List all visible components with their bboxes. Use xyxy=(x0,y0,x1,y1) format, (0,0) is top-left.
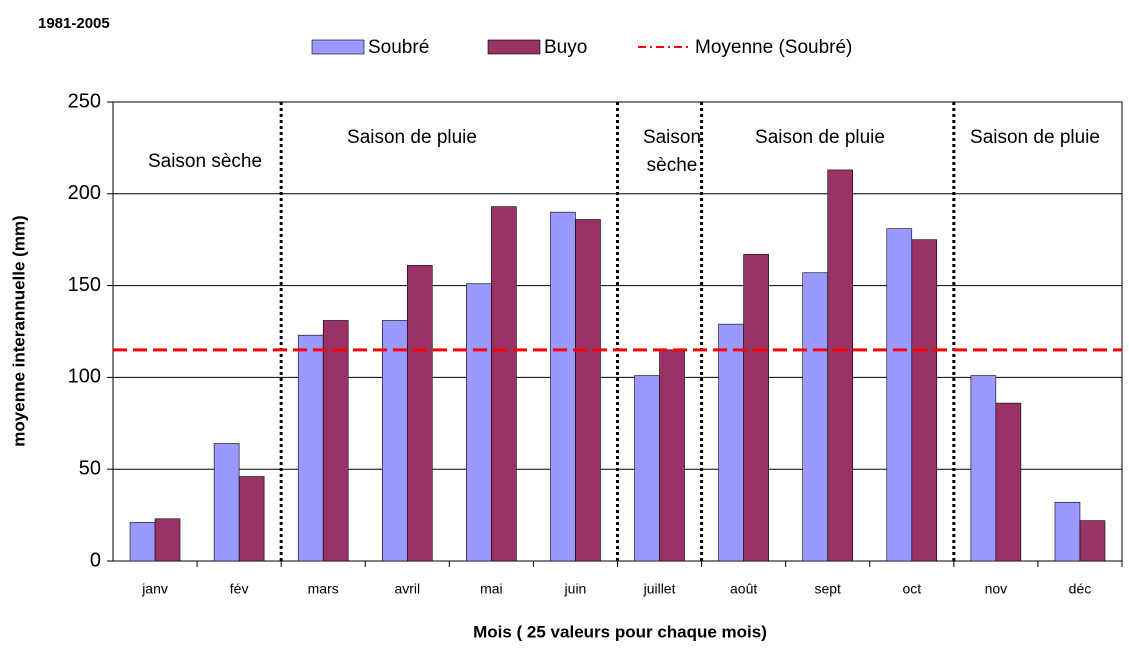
y-tick-label: 0 xyxy=(90,549,101,571)
bar xyxy=(297,334,324,562)
legend-label: Soubré xyxy=(368,37,429,58)
bar xyxy=(886,228,913,562)
x-tick-label: nov xyxy=(985,581,1008,597)
x-tick-label: janv xyxy=(141,581,168,597)
legend-label: Buyo xyxy=(544,37,587,58)
x-tick-label: juillet xyxy=(643,581,676,597)
bar xyxy=(322,320,349,562)
bar xyxy=(491,206,517,562)
bar xyxy=(466,283,492,562)
bar xyxy=(1079,520,1106,562)
bar xyxy=(634,375,660,562)
annotation: Saison sèche xyxy=(148,151,262,172)
bar xyxy=(995,402,1022,562)
x-tick-label: août xyxy=(730,581,757,597)
bar xyxy=(575,219,601,562)
bar xyxy=(659,349,685,562)
annotation: Saison de pluie xyxy=(755,127,885,148)
y-tick-label: 200 xyxy=(68,182,101,204)
y-tick-label: 250 xyxy=(68,90,101,112)
bar xyxy=(154,518,181,562)
legend-label: Moyenne (Soubré) xyxy=(695,37,852,58)
annotation: Saison de pluie xyxy=(347,127,477,148)
annotation: Saison xyxy=(643,127,701,148)
bar xyxy=(802,272,829,562)
bar xyxy=(550,211,576,562)
legend-swatch xyxy=(311,39,365,55)
x-tick-label: mars xyxy=(308,581,339,597)
bar xyxy=(718,323,744,562)
bar xyxy=(743,254,769,562)
x-axis-title: Mois ( 25 valeurs pour chaque mois) xyxy=(473,622,767,641)
y-tick-label: 150 xyxy=(68,274,101,296)
x-tick-label: oct xyxy=(902,581,921,597)
bar xyxy=(381,320,408,562)
y-tick-label: 50 xyxy=(79,457,101,479)
bar xyxy=(129,522,156,562)
x-tick-label: sept xyxy=(814,581,841,597)
bar xyxy=(911,239,938,562)
legend-swatch xyxy=(487,39,541,55)
bar xyxy=(406,265,433,562)
annotation: Saison de pluie xyxy=(970,127,1100,148)
bar xyxy=(238,476,265,562)
bar xyxy=(1054,501,1081,562)
x-tick-label: juin xyxy=(564,581,587,597)
x-tick-label: mai xyxy=(480,581,503,597)
bar xyxy=(827,169,854,562)
x-tick-label: déc xyxy=(1069,581,1092,597)
bar xyxy=(213,443,240,562)
bar xyxy=(970,375,997,562)
y-tick-label: 100 xyxy=(68,366,101,388)
x-tick-label: fév xyxy=(230,581,249,597)
chart-title: 1981-2005 xyxy=(38,15,110,32)
annotation: sèche xyxy=(647,155,698,176)
x-tick-label: avril xyxy=(394,581,420,597)
y-axis-title: moyenne interannuelle (mm) xyxy=(9,215,28,446)
